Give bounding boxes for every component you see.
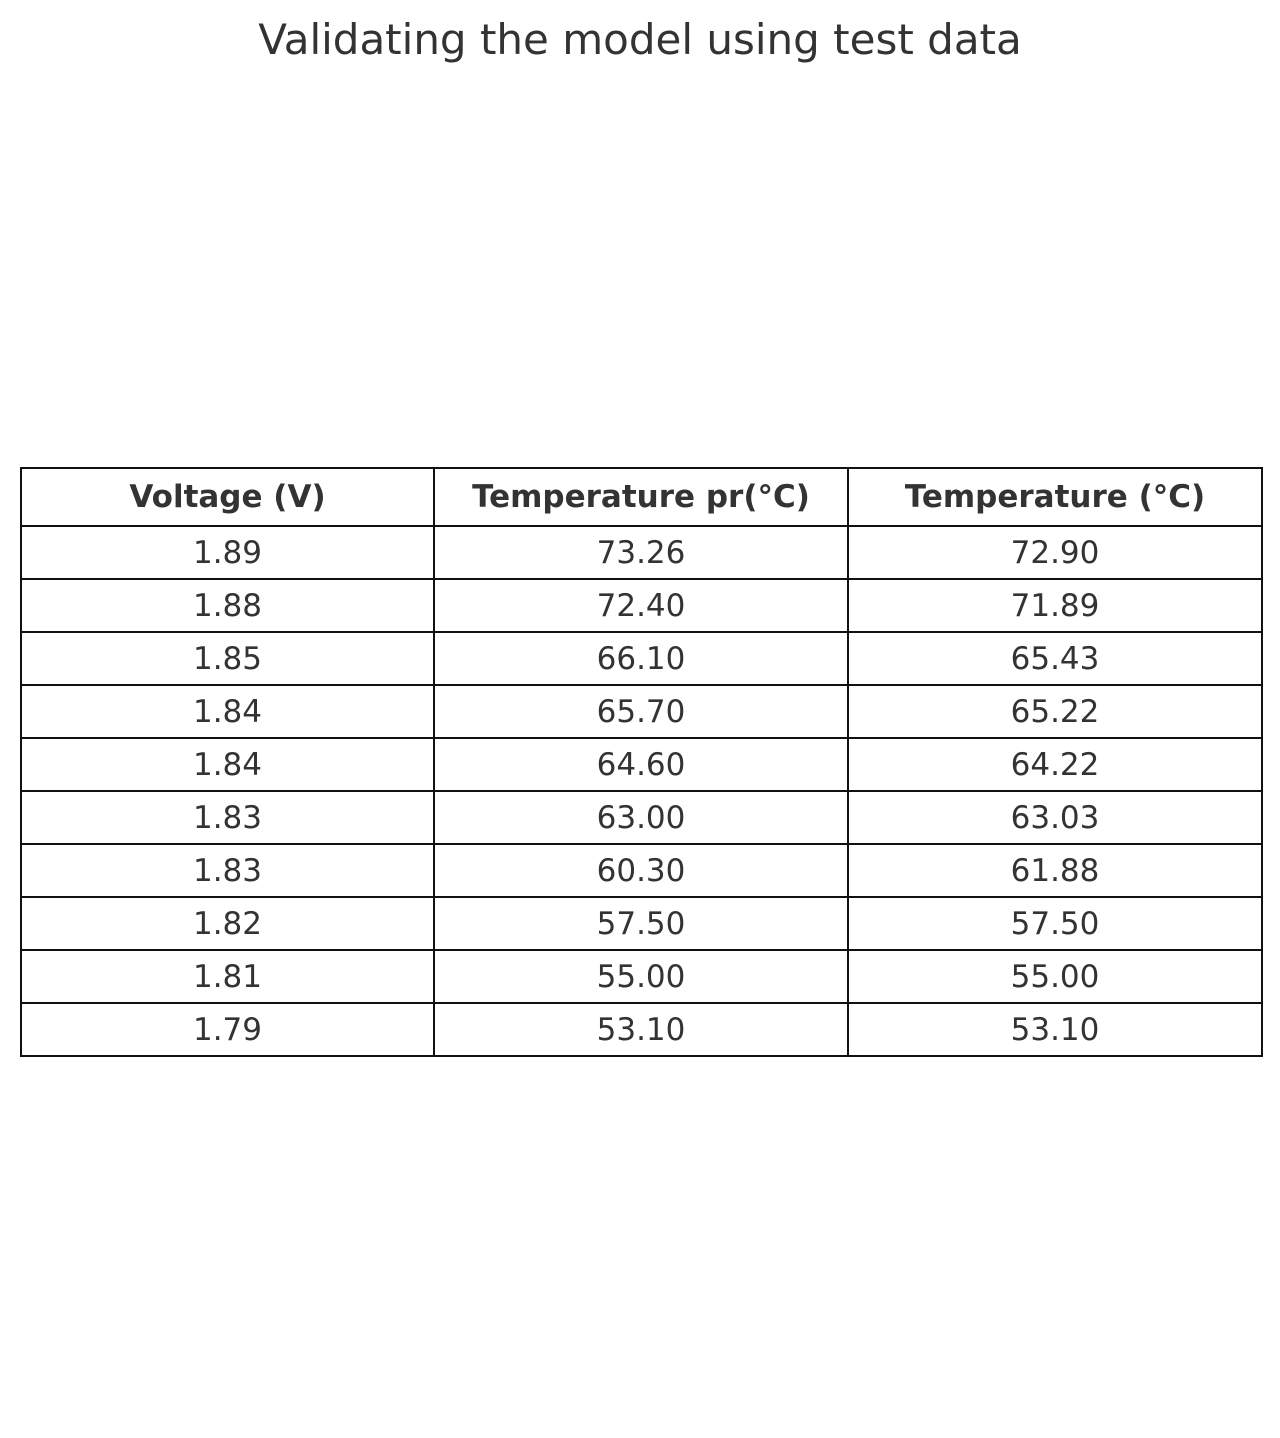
table-cell: 71.89 — [847, 578, 1263, 633]
table-cell: 65.43 — [847, 631, 1263, 686]
table-row: 1.82 57.50 57.50 — [20, 896, 1263, 951]
table-cell: 1.84 — [20, 737, 435, 792]
table-cell: 55.00 — [847, 949, 1263, 1004]
table-cell: 1.88 — [20, 578, 435, 633]
column-header-temperature-predicted: Temperature pr(°C) — [433, 467, 849, 527]
table-row: 1.84 64.60 64.22 — [20, 737, 1263, 792]
column-header-temperature: Temperature (°C) — [847, 467, 1263, 527]
table-cell: 1.83 — [20, 843, 435, 898]
table-row: 1.81 55.00 55.00 — [20, 949, 1263, 1004]
table-cell: 63.00 — [433, 790, 849, 845]
table-cell: 1.89 — [20, 525, 435, 580]
table-row: 1.84 65.70 65.22 — [20, 684, 1263, 739]
table-cell: 1.82 — [20, 896, 435, 951]
column-header-voltage: Voltage (V) — [20, 467, 435, 527]
table-cell: 64.22 — [847, 737, 1263, 792]
table-header-row: Voltage (V) Temperature pr(°C) Temperatu… — [20, 467, 1263, 527]
data-table: Voltage (V) Temperature pr(°C) Temperatu… — [20, 467, 1263, 1057]
table-cell: 65.70 — [433, 684, 849, 739]
table-row: 1.88 72.40 71.89 — [20, 578, 1263, 633]
table-cell: 1.83 — [20, 790, 435, 845]
table-cell: 63.03 — [847, 790, 1263, 845]
table-cell: 1.85 — [20, 631, 435, 686]
table-cell: 1.79 — [20, 1002, 435, 1057]
table-cell: 1.84 — [20, 684, 435, 739]
table-cell: 57.50 — [847, 896, 1263, 951]
table-row: 1.83 63.00 63.03 — [20, 790, 1263, 845]
table-cell: 1.81 — [20, 949, 435, 1004]
table-cell: 53.10 — [433, 1002, 849, 1057]
table-cell: 73.26 — [433, 525, 849, 580]
table-cell: 55.00 — [433, 949, 849, 1004]
table-cell: 60.30 — [433, 843, 849, 898]
table-cell: 64.60 — [433, 737, 849, 792]
table-cell: 72.90 — [847, 525, 1263, 580]
table-cell: 61.88 — [847, 843, 1263, 898]
table-cell: 53.10 — [847, 1002, 1263, 1057]
table-row: 1.79 53.10 53.10 — [20, 1002, 1263, 1057]
table-cell: 57.50 — [433, 896, 849, 951]
table-row: 1.89 73.26 72.90 — [20, 525, 1263, 580]
table-cell: 66.10 — [433, 631, 849, 686]
table-cell: 72.40 — [433, 578, 849, 633]
table-cell: 65.22 — [847, 684, 1263, 739]
table-row: 1.83 60.30 61.88 — [20, 843, 1263, 898]
chart-title: Validating the model using test data — [258, 15, 1022, 64]
table-row: 1.85 66.10 65.43 — [20, 631, 1263, 686]
